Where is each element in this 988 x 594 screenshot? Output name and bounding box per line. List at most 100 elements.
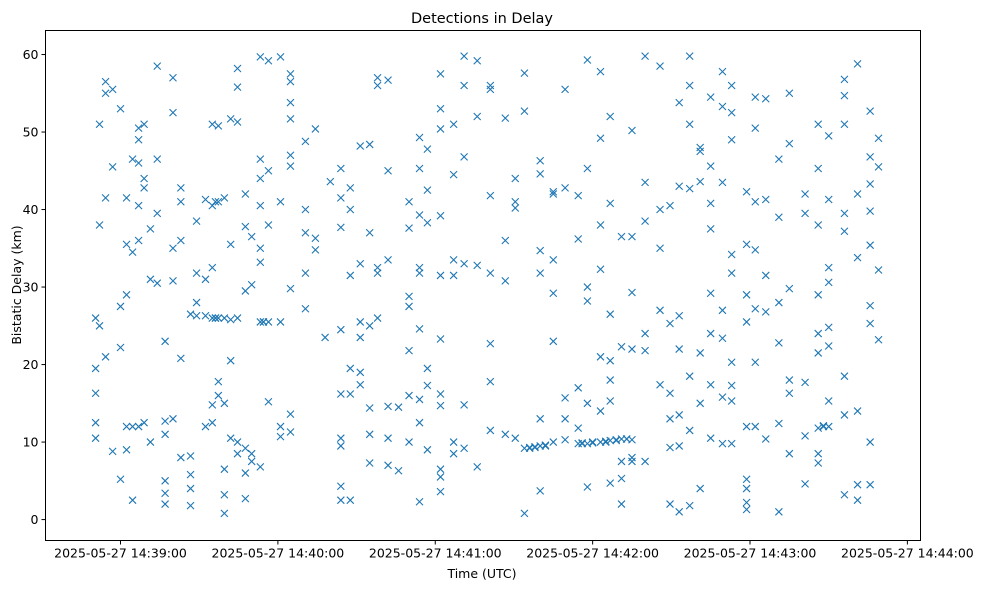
data-point bbox=[727, 108, 736, 117]
data-point bbox=[718, 178, 727, 187]
data-point bbox=[718, 67, 727, 76]
data-point bbox=[460, 444, 469, 453]
data-point bbox=[814, 349, 823, 357]
data-point bbox=[423, 445, 432, 454]
data-point bbox=[336, 482, 345, 491]
data-point bbox=[866, 207, 875, 215]
x-tick-label: 2025-05-27 14:41:00 bbox=[369, 546, 502, 561]
data-point bbox=[742, 505, 751, 514]
data-point bbox=[336, 164, 345, 173]
y-axis-label: Bistatic Delay (km) bbox=[9, 225, 24, 344]
data-point bbox=[192, 217, 201, 226]
data-point bbox=[415, 497, 424, 506]
data-point bbox=[176, 453, 185, 462]
data-point bbox=[511, 197, 520, 206]
data-point bbox=[824, 342, 833, 350]
data-point bbox=[685, 120, 694, 129]
data-point bbox=[801, 209, 809, 218]
data-point bbox=[761, 435, 770, 443]
data-point bbox=[511, 174, 520, 183]
data-point bbox=[405, 346, 413, 355]
data-point bbox=[574, 424, 583, 433]
data-point bbox=[301, 304, 310, 313]
data-point bbox=[365, 459, 374, 467]
x-axis-label: Time (UTC) bbox=[446, 566, 516, 581]
x-tick-label: 2025-05-27 14:42:00 bbox=[526, 546, 659, 561]
data-point bbox=[214, 377, 223, 386]
data-point bbox=[436, 70, 445, 78]
data-point bbox=[108, 163, 117, 171]
data-point bbox=[549, 256, 558, 264]
data-point bbox=[220, 509, 229, 518]
data-point bbox=[617, 500, 626, 508]
data-point bbox=[176, 183, 185, 192]
data-point bbox=[256, 201, 265, 210]
data-point bbox=[574, 235, 583, 243]
data-point bbox=[685, 52, 694, 60]
data-point bbox=[486, 269, 495, 277]
data-point bbox=[675, 507, 684, 516]
data-point bbox=[423, 381, 432, 390]
data-point bbox=[405, 197, 413, 206]
data-point bbox=[201, 422, 210, 431]
data-point bbox=[247, 457, 256, 466]
data-point bbox=[356, 333, 365, 342]
data-point bbox=[866, 319, 875, 328]
data-point bbox=[134, 236, 143, 245]
data-point bbox=[742, 498, 751, 507]
data-point bbox=[220, 399, 229, 408]
data-point bbox=[596, 407, 605, 415]
data-point bbox=[866, 480, 875, 489]
data-point bbox=[122, 194, 131, 202]
data-point bbox=[561, 393, 569, 402]
x-axis: 2025-05-27 14:39:00 2025-05-27 14:40:00 20… bbox=[54, 540, 974, 561]
data-point bbox=[384, 166, 392, 175]
data-point bbox=[718, 306, 727, 315]
data-point bbox=[742, 422, 751, 431]
data-point bbox=[751, 245, 760, 254]
data-point bbox=[208, 263, 217, 272]
data-point bbox=[774, 338, 783, 347]
x-tick-label: 2025-05-27 14:39:00 bbox=[54, 546, 187, 561]
data-point bbox=[356, 368, 365, 377]
data-point bbox=[161, 337, 169, 346]
data-point bbox=[264, 166, 273, 175]
data-point bbox=[336, 434, 345, 443]
data-point bbox=[186, 470, 195, 479]
data-point bbox=[628, 435, 636, 444]
data-point bbox=[264, 318, 273, 326]
data-point bbox=[656, 380, 664, 389]
data-point bbox=[866, 180, 875, 188]
data-point bbox=[501, 114, 510, 122]
data-point bbox=[814, 120, 823, 129]
data-point bbox=[706, 380, 715, 389]
data-point bbox=[549, 187, 558, 196]
data-point bbox=[214, 391, 223, 400]
data-point bbox=[256, 174, 265, 183]
data-point bbox=[606, 479, 615, 488]
data-point bbox=[101, 352, 110, 361]
data-point bbox=[405, 292, 413, 301]
data-point bbox=[561, 85, 569, 94]
data-point bbox=[785, 449, 794, 458]
data-point bbox=[742, 318, 751, 326]
y-tick-label: 20 bbox=[23, 357, 39, 372]
data-point bbox=[761, 271, 770, 280]
data-point bbox=[473, 261, 482, 270]
data-point bbox=[617, 474, 626, 483]
data-point bbox=[226, 356, 235, 365]
data-point bbox=[751, 422, 760, 431]
data-point bbox=[346, 496, 355, 505]
data-point bbox=[696, 177, 705, 186]
data-point bbox=[666, 500, 674, 508]
data-point bbox=[628, 126, 636, 135]
data-point bbox=[201, 275, 210, 284]
y-tick-label: 10 bbox=[23, 435, 39, 450]
data-point bbox=[511, 434, 520, 443]
x-tick-label: 2025-05-27 14:40:00 bbox=[212, 546, 345, 561]
data-point bbox=[520, 509, 529, 518]
data-point bbox=[233, 118, 242, 126]
data-point bbox=[685, 184, 694, 193]
data-point bbox=[824, 195, 833, 204]
data-point bbox=[761, 195, 770, 204]
